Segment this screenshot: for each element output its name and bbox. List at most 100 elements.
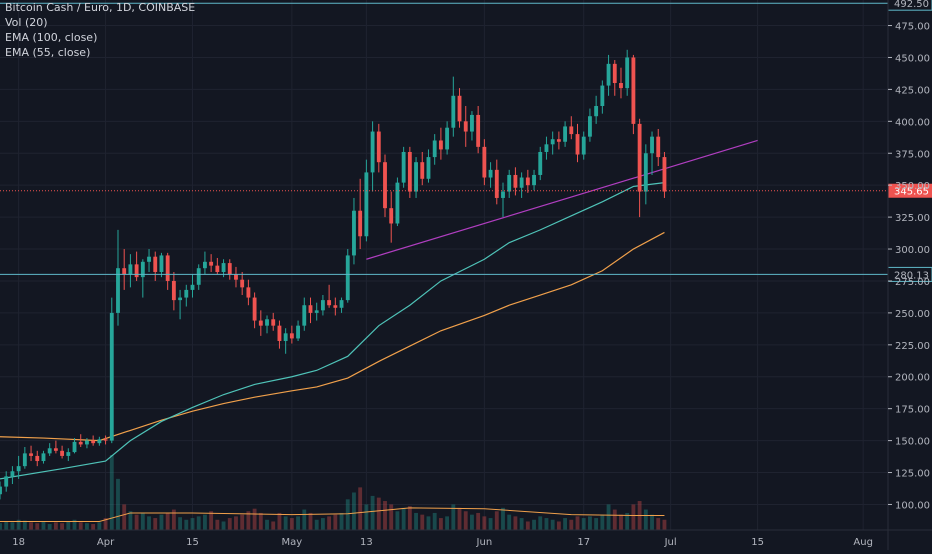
volume-bar — [333, 514, 338, 530]
top-line-label: 492.50 — [894, 0, 929, 10]
candle-body — [252, 297, 257, 321]
volume-bar — [407, 506, 412, 530]
volume-bar — [432, 512, 437, 530]
candle-body — [569, 126, 574, 135]
time-tick-label: Jul — [664, 537, 677, 548]
candle-body — [283, 333, 288, 341]
volume-bar — [358, 487, 363, 530]
candle-body — [445, 127, 450, 150]
volume-bar — [16, 519, 21, 530]
candle-body — [463, 121, 468, 132]
price-tick-label: 250.00 — [895, 309, 930, 320]
candles — [0, 49, 667, 500]
legend-ema55[interactable]: EMA (55, close) — [5, 46, 91, 59]
candle-body — [581, 136, 586, 155]
volume-bar — [314, 519, 319, 530]
price-tick-label: 125.00 — [895, 469, 930, 480]
volume-bar — [78, 522, 83, 530]
volume-bar — [140, 512, 145, 530]
volume-bar — [482, 516, 487, 530]
volume-bar — [97, 522, 102, 530]
volume-bar — [10, 522, 15, 530]
volume-bar — [35, 523, 40, 530]
candle-body — [271, 319, 276, 326]
volume-bar — [234, 516, 238, 530]
price-tick-label: 200.00 — [895, 373, 930, 384]
legend-ema100[interactable]: EMA (100, close) — [5, 31, 98, 44]
candle-body — [563, 126, 568, 142]
candle-body — [47, 448, 52, 454]
volume-bar — [339, 512, 344, 530]
candle-body — [370, 131, 375, 173]
price-tick-label: 275.00 — [895, 277, 930, 288]
price-tick-label: 300.00 — [895, 245, 930, 256]
chart-legend: Bitcoin Cash / Euro, 1D, COINBASE Vol (2… — [5, 0, 195, 60]
volume-bar — [364, 504, 369, 530]
candle-body — [209, 261, 214, 266]
candle-body — [383, 162, 387, 209]
candle-body — [407, 151, 412, 192]
support-line-label: 280.13 — [894, 270, 929, 281]
candle-body — [612, 63, 617, 84]
volume-bar — [240, 514, 245, 530]
volume-bar — [109, 455, 114, 530]
volume-bar — [662, 519, 667, 530]
volume-bar — [258, 512, 263, 530]
last-price-tag — [888, 183, 932, 198]
volume-bar — [352, 492, 356, 530]
legend-vol[interactable]: Vol (20) — [5, 16, 48, 29]
volume-bar — [0, 523, 2, 530]
volume-bar — [116, 478, 120, 530]
candle-body — [72, 441, 77, 453]
candle-body — [22, 453, 27, 467]
candle-body — [619, 83, 623, 89]
candle-body — [10, 471, 15, 477]
price-tick-label: 150.00 — [895, 437, 930, 448]
price-tick-label: 175.00 — [895, 405, 930, 416]
volume-bar — [289, 518, 294, 530]
candle-body — [16, 466, 21, 472]
volume-bar — [277, 512, 282, 530]
price-tick-label: 400.00 — [895, 117, 930, 128]
volume-bar — [165, 512, 170, 530]
candle-body — [116, 268, 120, 313]
candle-body — [258, 320, 263, 326]
volume-bar — [246, 511, 251, 530]
candle-body — [575, 134, 580, 155]
volume-bar — [438, 518, 443, 530]
volume-bar — [283, 516, 288, 530]
candle-body — [426, 157, 431, 179]
volume-bar — [178, 517, 183, 530]
volume-bar — [227, 518, 232, 530]
trendline — [366, 139, 758, 260]
candle-body — [128, 264, 133, 275]
volume-bar — [171, 509, 176, 530]
time-tick-label: 15 — [186, 537, 199, 548]
candle-body — [650, 136, 654, 154]
volume-bar — [494, 511, 499, 530]
time-tick-label: 13 — [360, 537, 373, 548]
candle-body — [91, 440, 96, 444]
legend-symbol[interactable]: Bitcoin Cash / Euro, 1D, COINBASE — [5, 1, 196, 14]
volume-bar — [631, 504, 636, 530]
volume-bar — [265, 519, 269, 530]
volume-bar — [488, 518, 493, 530]
candle-body — [29, 453, 33, 456]
volume-bar — [320, 518, 325, 530]
volume-bar — [457, 507, 462, 530]
volume-bar — [426, 516, 431, 530]
candle-body — [314, 310, 319, 313]
candle-body — [482, 146, 487, 178]
volume-bar — [345, 499, 350, 530]
volume-bar — [134, 514, 139, 530]
candle-body — [165, 255, 170, 281]
volume-bar — [569, 519, 574, 530]
candle-body — [202, 261, 207, 269]
candle-body — [134, 264, 139, 278]
candle-body — [103, 439, 108, 441]
candle-body — [606, 63, 611, 86]
candle-body — [227, 263, 232, 275]
